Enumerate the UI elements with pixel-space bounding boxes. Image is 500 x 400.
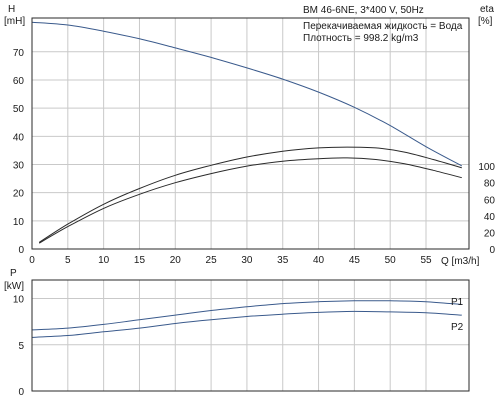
head-tick-label: 70 [13,48,25,59]
efficiency-curve [38,146,462,243]
eta-tick-label: 0 [489,245,495,256]
head-curve [31,21,463,167]
head-tick-label: 30 [13,160,25,171]
flow-tick-label: 40 [313,255,325,266]
eta-axis-unit: [%] [478,16,493,27]
head-efficiency-plot-frame [31,17,470,250]
head-axis-title: H [8,4,15,15]
series-label-p2: P2 [451,322,464,333]
power-ticks: 0 5 10 [13,295,25,399]
flow-axis-label: Q [m3/h] [441,256,480,267]
eta-axis-title: eta [480,4,494,15]
efficiency-curve [38,157,462,244]
power-axis-unit: [kW] [4,281,24,292]
eta-tick-label: 100 [478,162,495,173]
density-annotation: Плотность = 998.2 kg/m3 [303,33,419,44]
head-efficiency-ticks: 0 5 10 15 20 25 30 35 40 45 50 55 0 10 20 30 40 50 60 70 0 20… [13,48,496,266]
power-curve-p2 [31,310,462,338]
flow-tick-label: 55 [420,255,432,266]
power-grid [32,280,469,391]
head-tick-label: 60 [13,76,25,87]
head-axis-unit: [mH] [4,16,25,27]
power-curves [31,300,462,338]
eta-tick-label: 40 [484,212,496,223]
flow-tick-label: 25 [206,255,218,266]
eta-tick-label: 60 [484,195,496,206]
eta-tick-label: 20 [484,228,496,239]
flow-tick-label: 30 [241,255,253,266]
eta-tick-label: 80 [484,179,496,190]
power-tick-label: 10 [13,295,25,306]
head-efficiency-grid [32,18,469,249]
flow-tick-label: 20 [170,255,182,266]
head-tick-label: 20 [13,189,25,200]
series-label-p1: P1 [451,297,464,308]
flow-tick-label: 5 [65,255,71,266]
flow-tick-label: 50 [385,255,397,266]
power-axis-title: P [10,268,17,279]
power-tick-label: 0 [18,387,24,398]
power-tick-label: 5 [18,341,24,352]
flow-tick-label: 15 [134,255,146,266]
flow-tick-label: 10 [98,255,110,266]
head-tick-label: 10 [13,217,25,228]
liquid-annotation: Перекачиваемая жидкость = Вода [303,21,463,32]
flow-tick-label: 45 [349,255,361,266]
chart-title: BM 46-6NE, 3*400 V, 50Hz [303,5,424,16]
head-tick-label: 50 [13,104,25,115]
power-curve-p1 [31,300,462,331]
flow-tick-label: 0 [29,255,35,266]
power-plot-frame [31,279,470,392]
head-tick-label: 0 [18,245,24,256]
head-tick-label: 40 [13,132,25,143]
flow-tick-label: 35 [277,255,289,266]
head-efficiency-curves [31,21,463,244]
